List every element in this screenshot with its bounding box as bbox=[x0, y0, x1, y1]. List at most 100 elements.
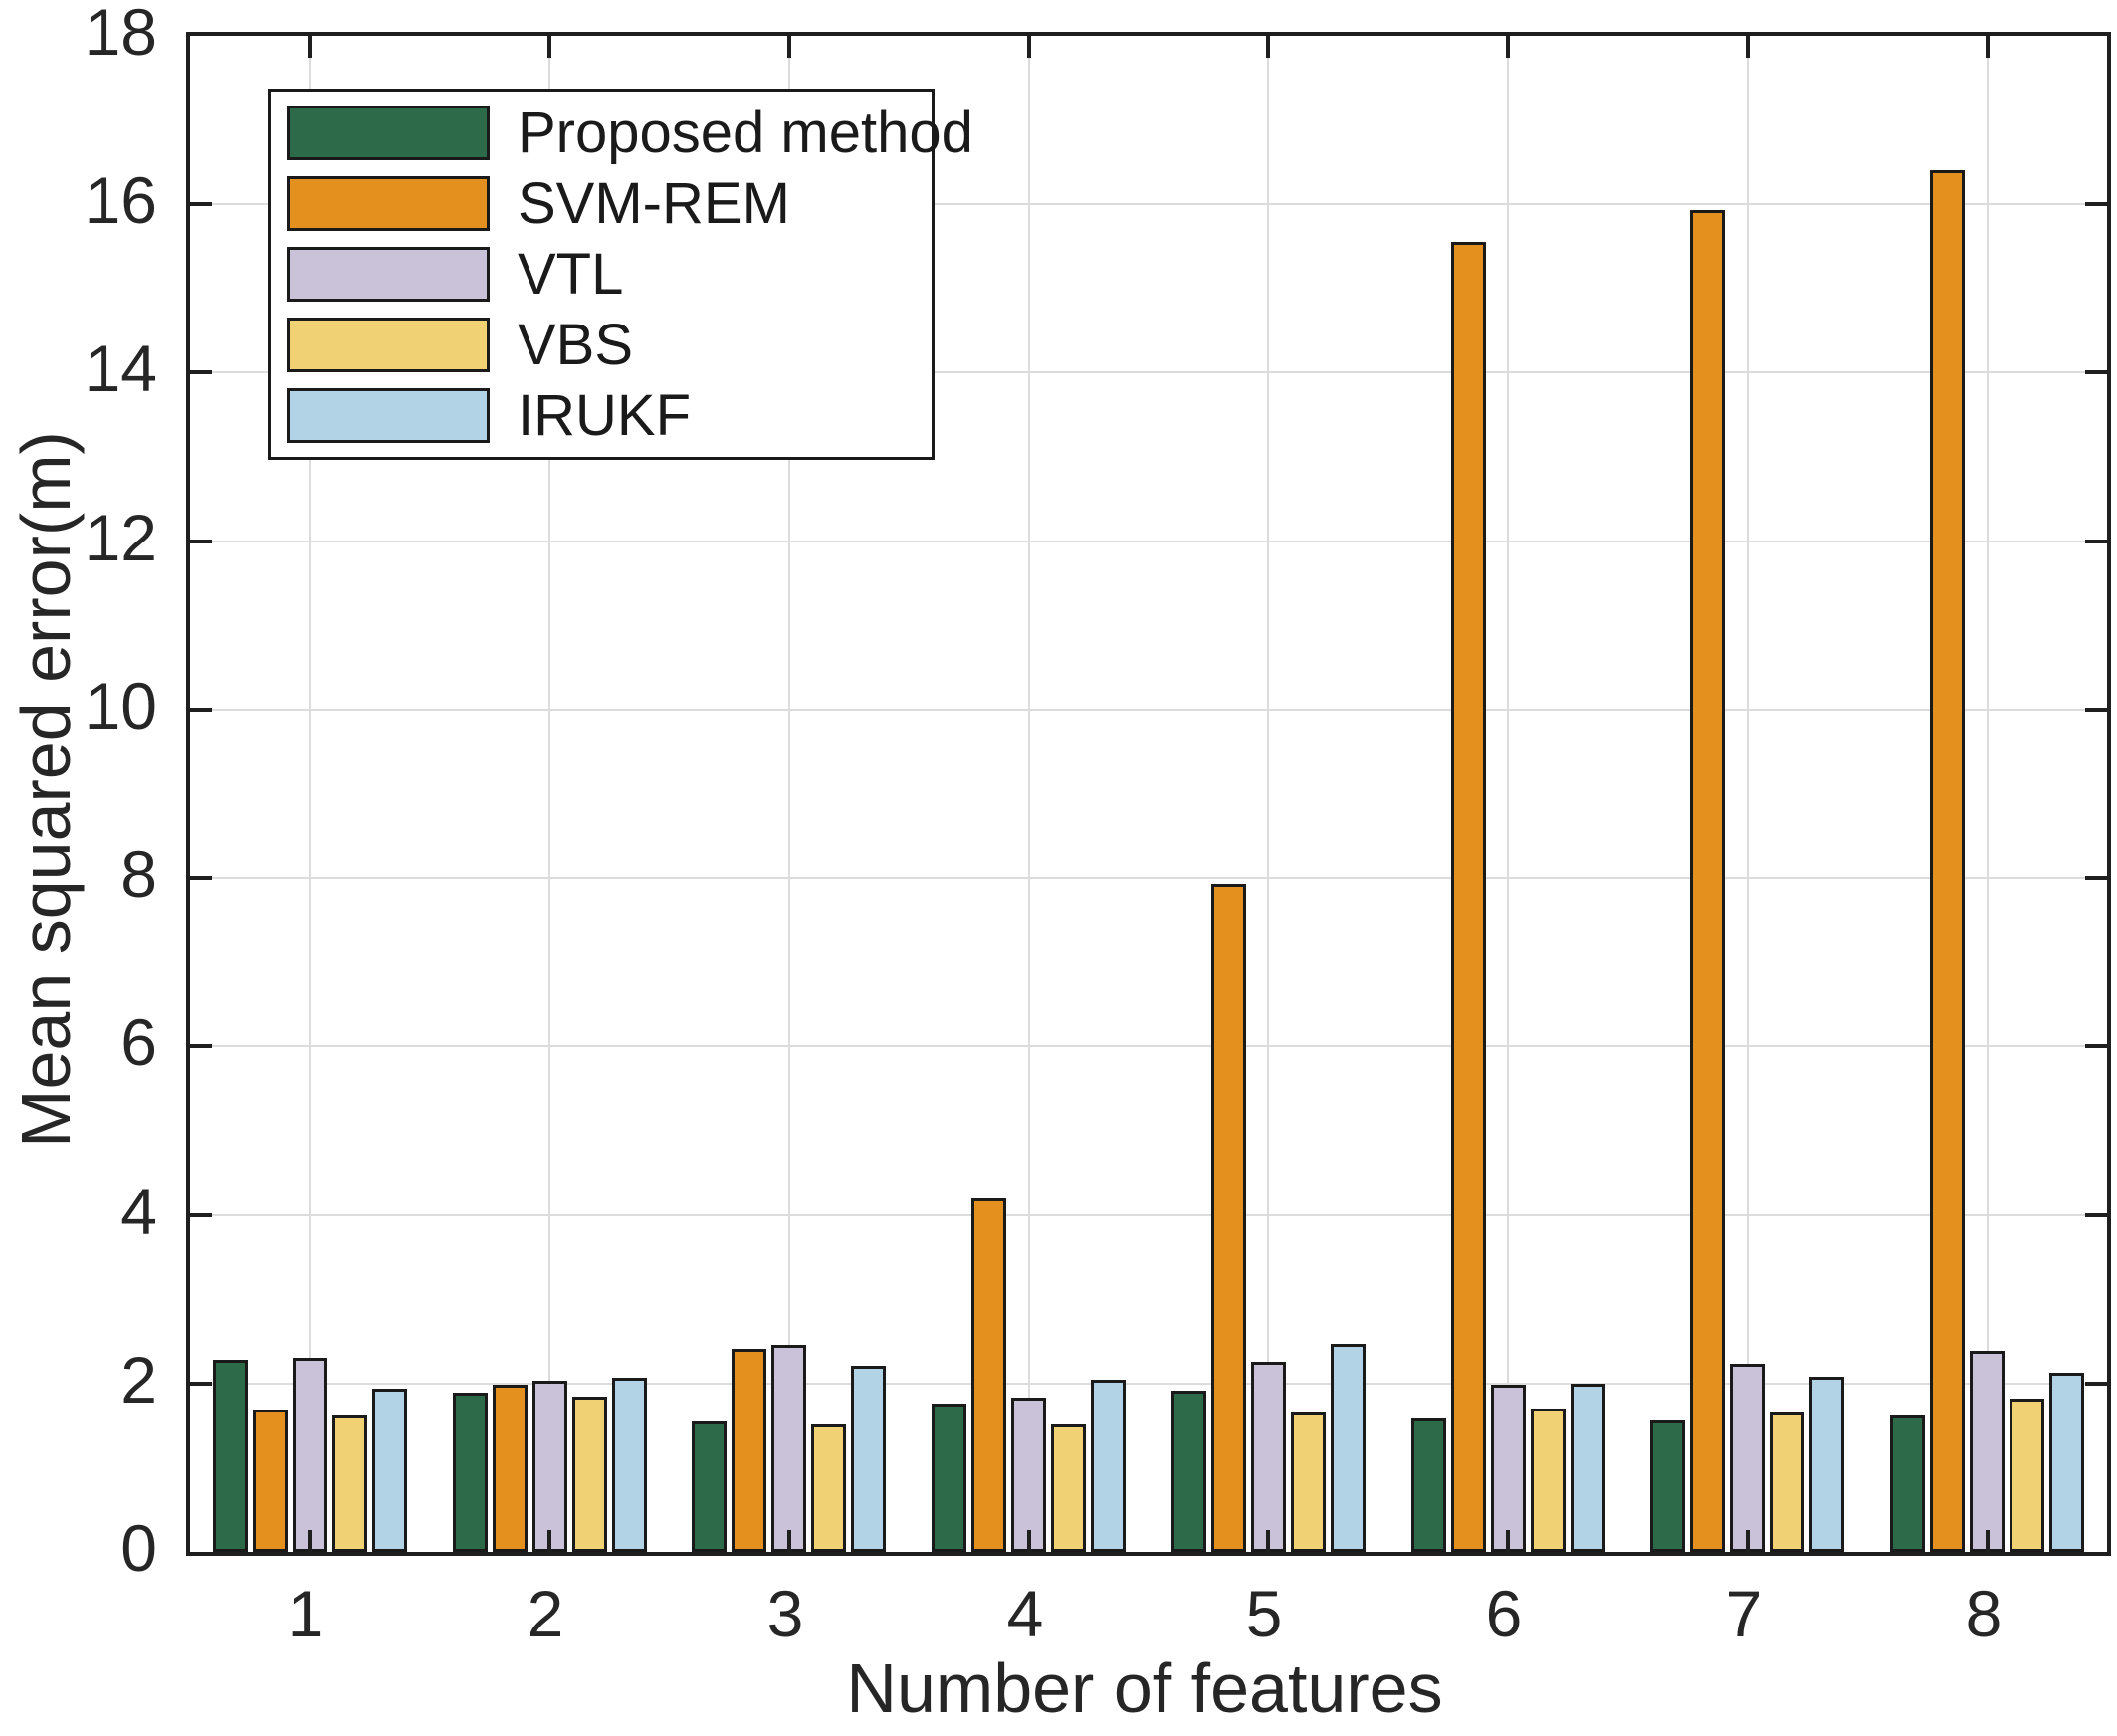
bar-vbs-group-8 bbox=[2010, 1399, 2044, 1552]
legend-item-svm-rem: SVM-REM bbox=[287, 170, 932, 237]
legend-label-svm-rem: SVM-REM bbox=[518, 171, 790, 236]
y-tick-left-8 bbox=[190, 876, 212, 880]
bar-vbs-group-5 bbox=[1291, 1412, 1326, 1552]
x-tick-bottom-4 bbox=[1027, 1530, 1031, 1552]
bar-svm-rem-group-8 bbox=[1930, 170, 1965, 1552]
y-tick-right-10 bbox=[2085, 708, 2107, 712]
x-tick-label-1: 1 bbox=[287, 1577, 324, 1650]
y-tick-left-14 bbox=[190, 370, 212, 374]
legend-swatch-vtl bbox=[287, 247, 490, 302]
legend: Proposed method SVM-REM VTL VBS IRUKF bbox=[268, 89, 973, 460]
legend-label-irukf: IRUKF bbox=[518, 383, 691, 448]
gridline-x-3 bbox=[788, 36, 790, 1552]
x-tick-label-3: 3 bbox=[766, 1577, 804, 1650]
x-tick-top-6 bbox=[1506, 36, 1510, 58]
x-tick-label-7: 7 bbox=[1725, 1577, 1763, 1650]
bar-vbs-group-6 bbox=[1531, 1409, 1566, 1552]
gridline-x-2 bbox=[548, 36, 550, 1552]
y-tick-label-2: 2 bbox=[120, 1343, 157, 1416]
y-tick-left-4 bbox=[190, 1213, 212, 1217]
y-tick-label-0: 0 bbox=[120, 1511, 157, 1585]
gridline-y-14 bbox=[190, 371, 2107, 373]
bar-proposed-method-group-8 bbox=[1890, 1415, 1925, 1552]
bar-proposed-method-group-2 bbox=[453, 1393, 488, 1552]
x-tick-label-4: 4 bbox=[1006, 1577, 1044, 1650]
y-tick-label-10: 10 bbox=[84, 669, 157, 743]
gridline-x-1 bbox=[309, 36, 311, 1552]
legend-swatch-irukf bbox=[287, 388, 490, 443]
gridline-y-16 bbox=[190, 203, 2107, 205]
bar-proposed-method-group-7 bbox=[1650, 1420, 1685, 1552]
bar-irukf-group-6 bbox=[1571, 1384, 1605, 1552]
x-tick-top-2 bbox=[547, 36, 551, 58]
y-tick-right-12 bbox=[2085, 540, 2107, 543]
bar-proposed-method-group-6 bbox=[1411, 1418, 1446, 1552]
legend-label-vbs: VBS bbox=[518, 313, 634, 377]
bar-svm-rem-group-1 bbox=[253, 1410, 288, 1552]
bar-irukf-group-1 bbox=[372, 1389, 407, 1552]
bar-vtl-group-2 bbox=[532, 1381, 567, 1552]
y-tick-left-12 bbox=[190, 540, 212, 543]
x-axis-label: Number of features bbox=[846, 1649, 1443, 1727]
x-tick-top-5 bbox=[1266, 36, 1270, 58]
y-tick-left-6 bbox=[190, 1044, 212, 1048]
bar-irukf-group-2 bbox=[612, 1378, 647, 1552]
plot-area: Proposed method SVM-REM VTL VBS IRUKF bbox=[186, 32, 2111, 1556]
bar-svm-rem-group-7 bbox=[1690, 210, 1725, 1552]
bar-irukf-group-5 bbox=[1331, 1344, 1366, 1552]
bar-irukf-group-3 bbox=[851, 1366, 886, 1552]
y-tick-label-14: 14 bbox=[84, 331, 157, 405]
legend-item-vbs: VBS bbox=[287, 312, 932, 378]
gridline-y-12 bbox=[190, 541, 2107, 542]
x-tick-bottom-1 bbox=[308, 1530, 312, 1552]
bar-vtl-group-5 bbox=[1251, 1362, 1286, 1552]
bar-vtl-group-4 bbox=[1011, 1398, 1046, 1552]
x-tick-top-1 bbox=[308, 36, 312, 58]
x-tick-bottom-3 bbox=[787, 1530, 791, 1552]
y-tick-label-18: 18 bbox=[84, 0, 157, 69]
gridline-y-6 bbox=[190, 1045, 2107, 1047]
x-tick-bottom-2 bbox=[547, 1530, 551, 1552]
bar-vtl-group-3 bbox=[771, 1345, 806, 1552]
bar-svm-rem-group-6 bbox=[1451, 242, 1486, 1552]
legend-label-proposed-method: Proposed method bbox=[518, 101, 973, 165]
bar-svm-rem-group-3 bbox=[732, 1349, 766, 1552]
bar-svm-rem-group-4 bbox=[971, 1198, 1006, 1552]
bar-proposed-method-group-3 bbox=[692, 1421, 727, 1552]
y-tick-right-4 bbox=[2085, 1213, 2107, 1217]
y-tick-label-8: 8 bbox=[120, 837, 157, 911]
gridline-y-2 bbox=[190, 1383, 2107, 1385]
legend-swatch-svm-rem bbox=[287, 176, 490, 231]
x-tick-top-7 bbox=[1746, 36, 1750, 58]
y-tick-right-6 bbox=[2085, 1044, 2107, 1048]
gridline-x-8 bbox=[1987, 36, 1989, 1552]
gridline-y-4 bbox=[190, 1214, 2107, 1216]
x-tick-label-2: 2 bbox=[527, 1577, 564, 1650]
y-tick-label-16: 16 bbox=[84, 163, 157, 237]
bar-vbs-group-7 bbox=[1770, 1412, 1804, 1552]
gridline-x-7 bbox=[1747, 36, 1749, 1552]
x-tick-top-4 bbox=[1027, 36, 1031, 58]
legend-item-irukf: IRUKF bbox=[287, 382, 932, 449]
bar-vtl-group-8 bbox=[1970, 1351, 2005, 1552]
y-tick-right-8 bbox=[2085, 876, 2107, 880]
y-tick-left-16 bbox=[190, 202, 212, 206]
x-tick-top-3 bbox=[787, 36, 791, 58]
x-tick-label-5: 5 bbox=[1245, 1577, 1283, 1650]
x-tick-bottom-8 bbox=[1986, 1530, 1990, 1552]
bar-vbs-group-2 bbox=[572, 1397, 607, 1552]
y-tick-right-2 bbox=[2085, 1382, 2107, 1386]
bar-vtl-group-6 bbox=[1491, 1385, 1526, 1552]
legend-item-proposed-method: Proposed method bbox=[287, 100, 973, 166]
x-tick-bottom-6 bbox=[1506, 1530, 1510, 1552]
bar-vbs-group-4 bbox=[1051, 1424, 1086, 1552]
y-tick-label-6: 6 bbox=[120, 1005, 157, 1079]
y-tick-left-2 bbox=[190, 1382, 212, 1386]
gridline-x-6 bbox=[1507, 36, 1509, 1552]
bar-svm-rem-group-5 bbox=[1211, 884, 1246, 1552]
bar-svm-rem-group-2 bbox=[493, 1385, 528, 1552]
y-tick-right-16 bbox=[2085, 202, 2107, 206]
y-tick-left-10 bbox=[190, 708, 212, 712]
gridline-y-8 bbox=[190, 877, 2107, 879]
